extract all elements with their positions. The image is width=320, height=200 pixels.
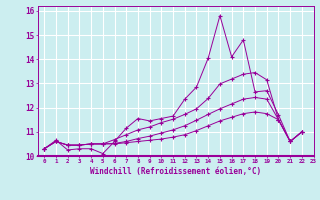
X-axis label: Windchill (Refroidissement éolien,°C): Windchill (Refroidissement éolien,°C) [91,167,261,176]
